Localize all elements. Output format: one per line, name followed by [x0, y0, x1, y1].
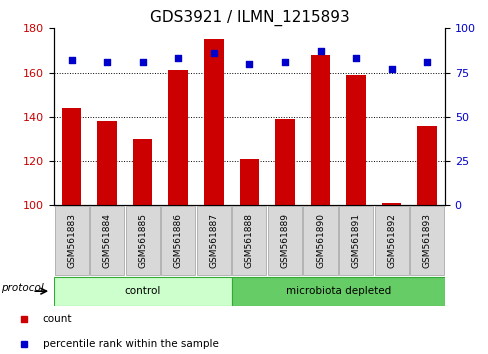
Text: count: count: [42, 314, 72, 324]
Bar: [196, 206, 230, 275]
Bar: [161, 206, 195, 275]
Bar: [168, 70, 188, 205]
Bar: [90, 206, 124, 275]
Bar: [338, 206, 372, 275]
Text: GSM561883: GSM561883: [67, 213, 76, 268]
Text: GSM561885: GSM561885: [138, 213, 147, 268]
Point: [103, 59, 111, 65]
Bar: [203, 39, 223, 205]
Bar: [54, 277, 231, 306]
Point: [139, 59, 146, 65]
Point: [67, 57, 75, 63]
Bar: [409, 206, 444, 275]
Point: [351, 56, 359, 61]
Text: control: control: [124, 286, 161, 296]
Bar: [54, 206, 88, 275]
Text: percentile rank within the sample: percentile rank within the sample: [42, 339, 218, 349]
Bar: [97, 121, 117, 205]
Bar: [125, 206, 160, 275]
Bar: [267, 206, 302, 275]
Bar: [303, 206, 337, 275]
Bar: [346, 75, 365, 205]
Bar: [275, 119, 294, 205]
Text: protocol: protocol: [1, 283, 44, 293]
Bar: [231, 277, 444, 306]
Bar: [239, 159, 259, 205]
Bar: [374, 206, 408, 275]
Point: [387, 66, 395, 72]
Point: [245, 61, 253, 67]
Text: GSM561893: GSM561893: [422, 213, 431, 268]
Bar: [310, 55, 329, 205]
Text: GSM561886: GSM561886: [173, 213, 183, 268]
Bar: [133, 139, 152, 205]
Title: GDS3921 / ILMN_1215893: GDS3921 / ILMN_1215893: [149, 9, 348, 25]
Point: [281, 59, 288, 65]
Text: GSM561890: GSM561890: [315, 213, 325, 268]
Text: GSM561889: GSM561889: [280, 213, 289, 268]
Point: [209, 50, 217, 56]
Point: [174, 56, 182, 61]
Bar: [381, 203, 401, 205]
Text: GSM561887: GSM561887: [209, 213, 218, 268]
Text: GSM561891: GSM561891: [351, 213, 360, 268]
Point: [316, 48, 324, 54]
Bar: [61, 108, 81, 205]
Point: [423, 59, 430, 65]
Text: GSM561888: GSM561888: [244, 213, 253, 268]
Bar: [232, 206, 266, 275]
Text: microbiota depleted: microbiota depleted: [285, 286, 390, 296]
Text: GSM561884: GSM561884: [102, 213, 111, 268]
Bar: [417, 126, 436, 205]
Text: GSM561892: GSM561892: [386, 213, 395, 268]
